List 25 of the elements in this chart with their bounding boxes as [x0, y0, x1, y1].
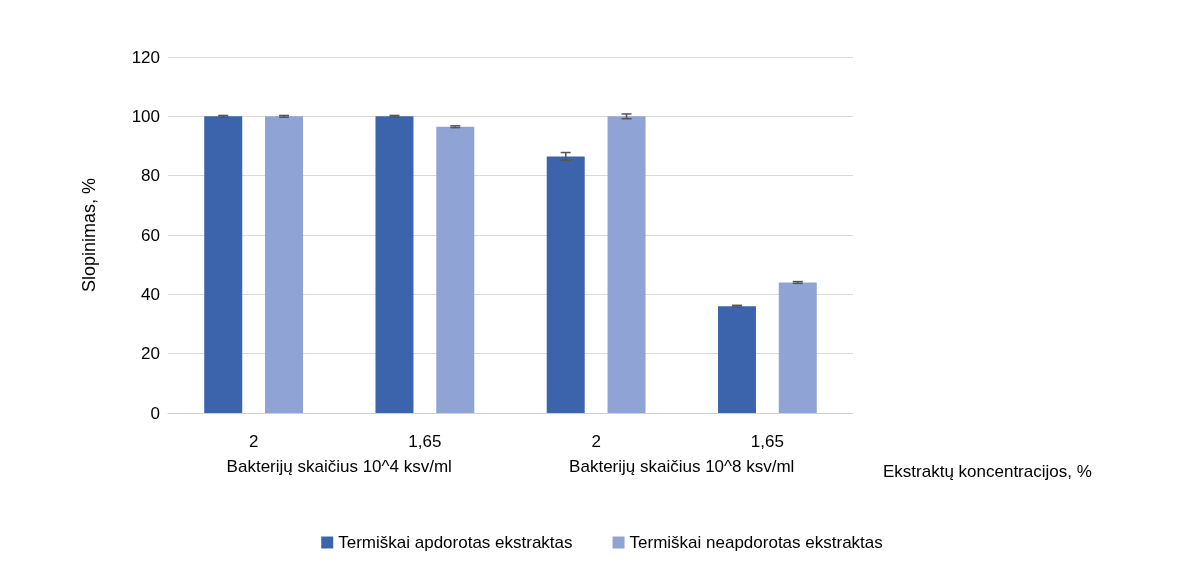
text: Bakterijų skaičius 10^4 ksv/ml	[226, 456, 452, 476]
legend-label: Termiškai neapdorotas ekstraktas	[629, 533, 883, 552]
y-tick-label: 0	[150, 403, 160, 423]
x-axis-title: Ekstraktų koncentracijos, %	[883, 462, 1092, 481]
y-tick-label: 100	[131, 106, 160, 126]
bar	[717, 306, 756, 413]
legend-label: Termiškai apdorotas ekstraktas	[338, 533, 573, 552]
y-tick-label: 120	[131, 47, 160, 67]
text: Bakterijų skaičius 10^8 ksv/ml	[569, 456, 795, 476]
y-axis-title: Slopinimas, %	[79, 177, 99, 293]
y-tick-label: 40	[141, 284, 160, 304]
bar	[546, 156, 585, 413]
x-tick-label: 1,65	[750, 432, 784, 451]
y-tick-label: 80	[141, 166, 160, 186]
bar	[204, 116, 243, 413]
bar	[375, 116, 414, 413]
x-tick-label: 2	[248, 432, 259, 451]
y-tick-label: 20	[141, 344, 160, 364]
bar	[436, 126, 475, 413]
bar	[265, 116, 304, 413]
y-tick-label: 60	[141, 225, 160, 245]
x-tick-label: 2	[591, 432, 601, 451]
x-tick-label: 1,65	[408, 432, 442, 451]
bar	[607, 116, 646, 413]
bar	[778, 282, 817, 413]
